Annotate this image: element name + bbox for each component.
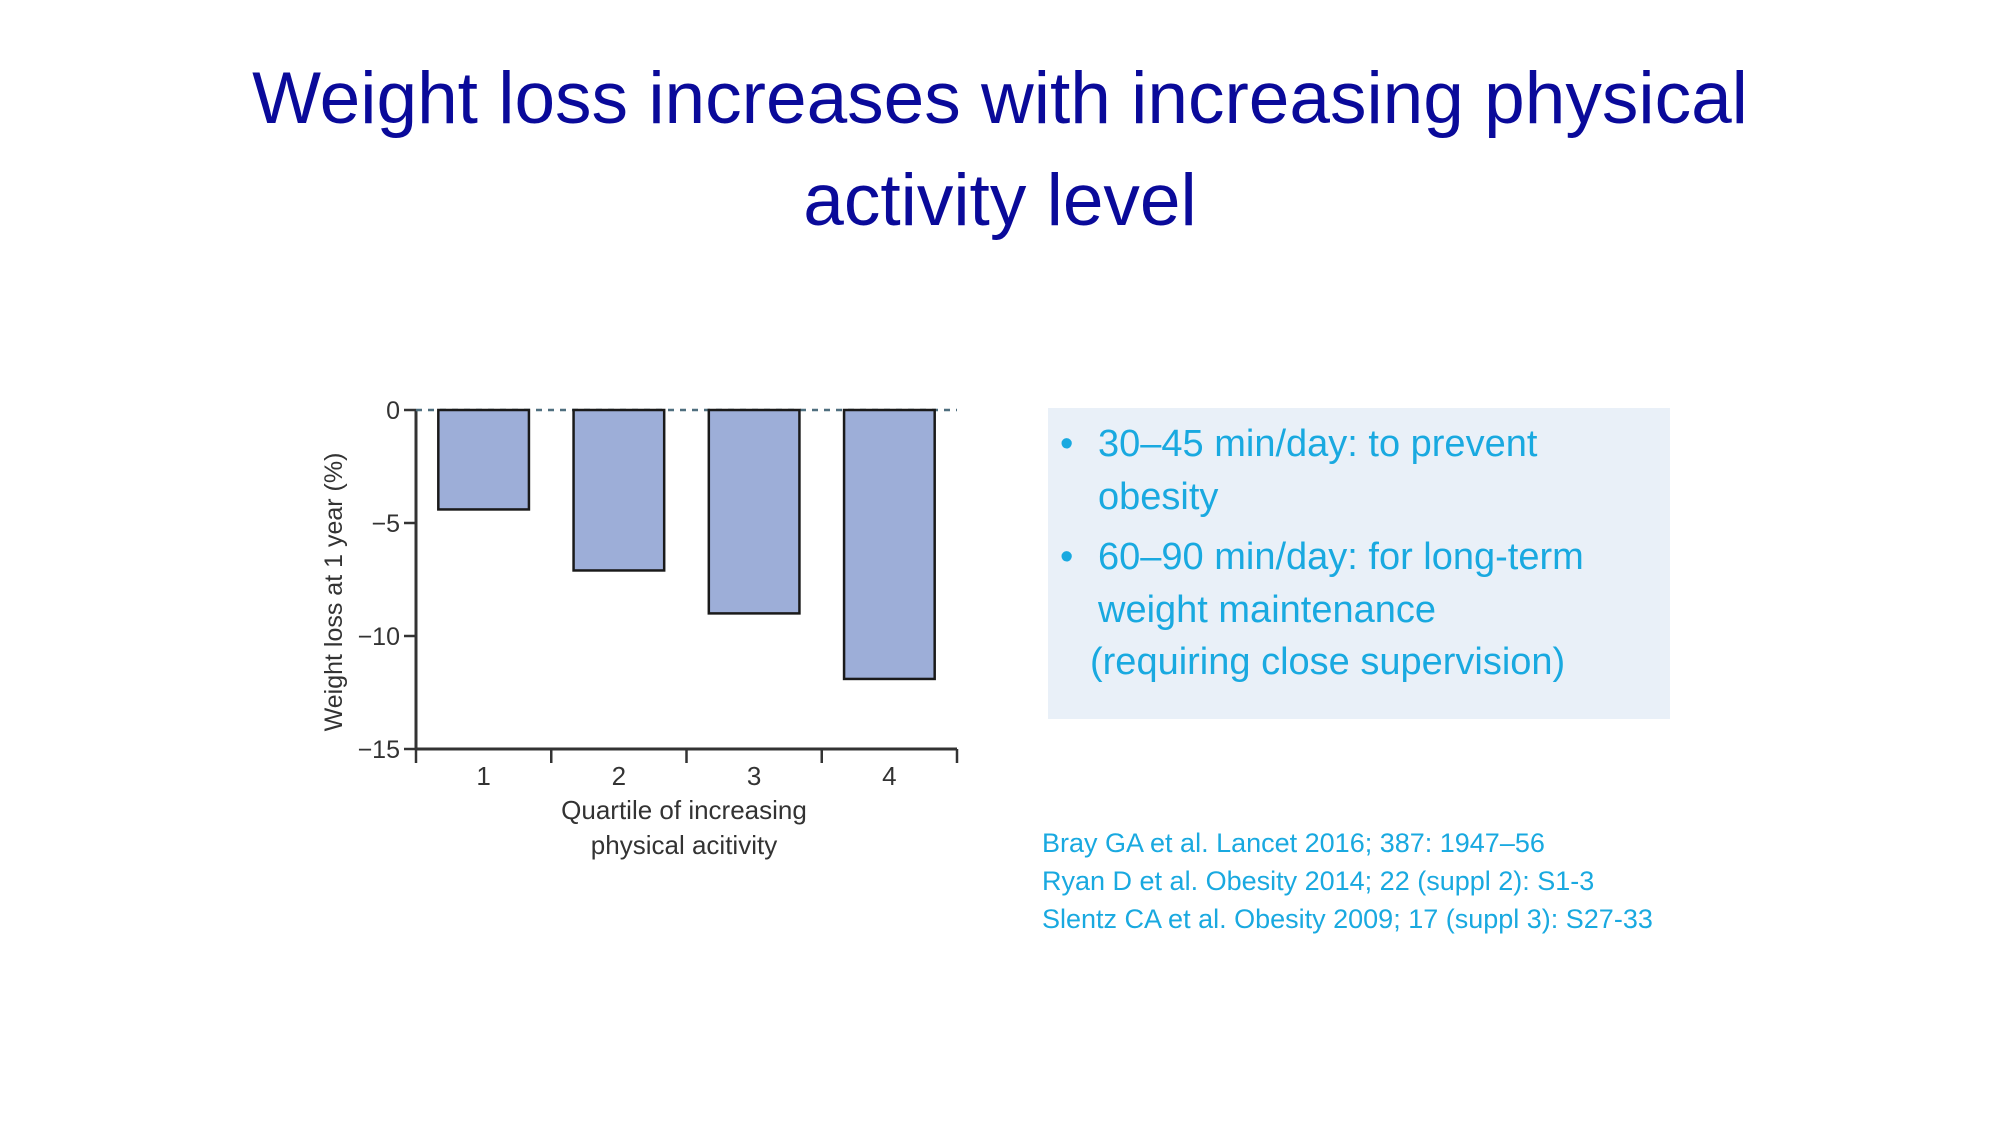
y-axis-title: Weight loss at 1 year (%)	[320, 453, 348, 732]
x-ticks-group: 1 2 3 4	[414, 749, 959, 791]
x-tick-label: 4	[882, 761, 896, 791]
slide-title-line-2: activity level	[803, 160, 1197, 241]
x-tick-label: 3	[747, 761, 761, 791]
references: Bray GA et al. Lancet 2016; 387: 1947–56…	[1042, 824, 1653, 938]
bullet-text: 60–90 min/day: for long-term weight main…	[1098, 531, 1584, 637]
reference-line: Ryan D et al. Obesity 2014; 22 (suppl 2)…	[1042, 866, 1595, 896]
y-tick-label: −10	[358, 623, 400, 651]
x-axis-title-line-1: Quartile of increasing	[561, 795, 807, 825]
y-tick-label: −15	[358, 736, 400, 764]
slide-title-line-1: Weight loss increases with increasing ph…	[252, 58, 1748, 139]
bullet-marker: •	[1060, 423, 1074, 465]
reference-line: Slentz CA et al. Obesity 2009; 17 (suppl…	[1042, 904, 1653, 934]
slide-title: Weight loss increases with increasing ph…	[100, 48, 1900, 252]
supervision-note: (requiring close supervision)	[1090, 641, 1566, 683]
y-tick-label: −5	[371, 510, 400, 538]
bar-quartile-1	[437, 408, 531, 511]
bullet-text: 30–45 min/day: to prevent obesity	[1098, 418, 1537, 524]
bullet-line: obesity	[1098, 476, 1219, 518]
y-ticks-group: 0 −5 −10 −15	[358, 397, 416, 764]
x-tick-label: 2	[612, 761, 626, 791]
bar-quartile-4	[842, 408, 936, 681]
bullet-line: weight maintenance	[1098, 589, 1436, 631]
key-points-box: • 30–45 min/day: to prevent obesity • 60…	[1048, 408, 1670, 719]
bullet-marker: •	[1060, 536, 1074, 578]
reference-line: Bray GA et al. Lancet 2016; 387: 1947–56	[1042, 828, 1545, 858]
bullet-line: 30–45 min/day: to prevent	[1098, 423, 1538, 465]
bars-group	[437, 408, 936, 681]
bar-quartile-3	[707, 408, 801, 615]
x-tick-label: 1	[476, 761, 490, 791]
bullet-line: 60–90 min/day: for long-term	[1098, 536, 1584, 578]
y-tick-label: 0	[386, 397, 400, 425]
bar-quartile-2	[572, 408, 666, 572]
x-axis-title-line-2: physical acitivity	[591, 830, 777, 860]
